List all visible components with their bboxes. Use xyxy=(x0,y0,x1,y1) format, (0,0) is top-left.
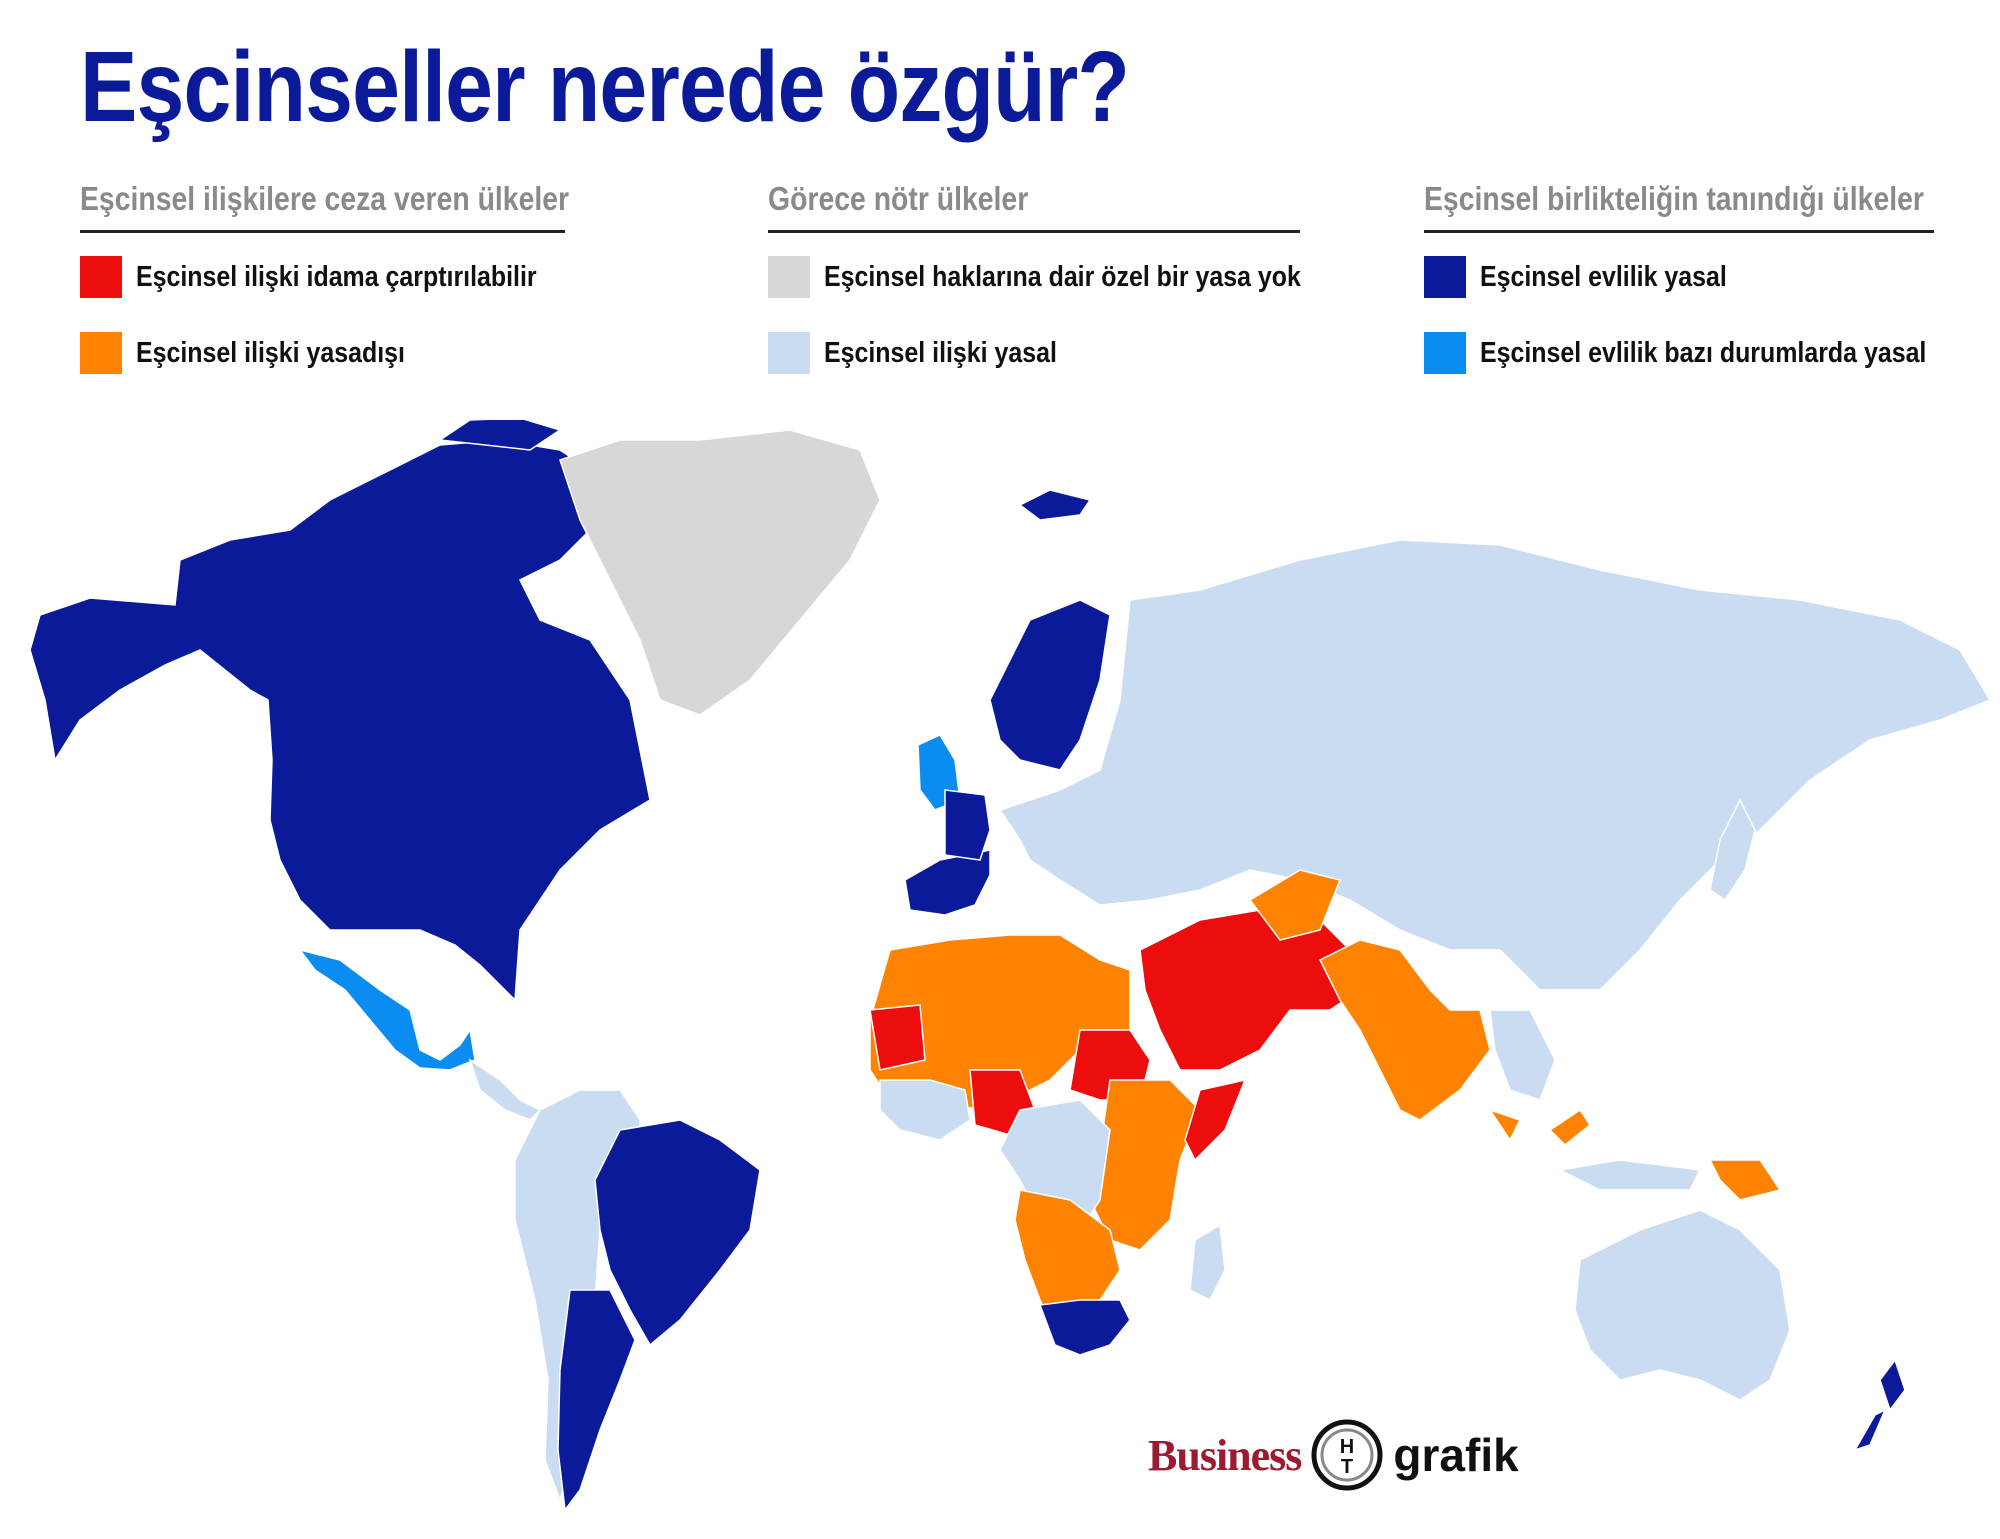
legend-heading-neutral: Görece nötr ülkeler xyxy=(768,180,1029,217)
page-title: Eşcinseller nerede özgür? xyxy=(80,31,1130,143)
legend-item-legal: Eşcinsel ilişki yasal xyxy=(768,332,1095,374)
region-new-zealand xyxy=(1853,1358,1906,1452)
brand-logo: Business H T grafik xyxy=(1148,1415,1519,1495)
legend-swatch-marriage-partial xyxy=(1424,332,1466,374)
region-southeast-asia xyxy=(1489,1009,1702,1191)
brand-business: Business xyxy=(1148,1430,1302,1480)
svg-text:T: T xyxy=(1341,1456,1353,1478)
legend-item-marriage-partial: Eşcinsel evlilik bazı durumlarda yasal xyxy=(1424,332,1999,374)
brand-grafik: grafik xyxy=(1393,1429,1519,1481)
legend-item-no-law: Eşcinsel haklarına dair özel bir yasa yo… xyxy=(768,256,1379,298)
legend-divider xyxy=(1424,230,1934,233)
legend-group-punishing: Eşcinsel ilişkilere ceza veren ülkeler E… xyxy=(80,180,570,380)
legend-item-death-penalty: Eşcinsel ilişki idama çarptırılabilir xyxy=(80,256,602,298)
legend-label-marriage-legal: Eşcinsel evlilik yasal xyxy=(1480,260,1727,293)
legend-label-marriage-partial: Eşcinsel evlilik bazı durumlarda yasal xyxy=(1480,336,1927,369)
region-australia xyxy=(1574,1209,1791,1401)
region-middle-east xyxy=(1139,909,1361,1071)
legend-label-legal: Eşcinsel ilişki yasal xyxy=(824,336,1057,369)
region-south-asia xyxy=(1248,869,1491,1121)
legend-item-illegal: Eşcinsel ilişki yasadışı xyxy=(80,332,449,374)
region-madagascar xyxy=(1189,1223,1226,1302)
legend-group-neutral: Görece nötr ülkeler Eşcinsel haklarına d… xyxy=(768,180,1301,380)
legend-item-marriage-legal: Eşcinsel evlilik yasal xyxy=(1424,256,1767,298)
region-somalia xyxy=(1184,1078,1247,1162)
region-eurasia xyxy=(998,539,1992,991)
region-south-africa xyxy=(1038,1299,1131,1356)
svg-text:H: H xyxy=(1340,1436,1354,1458)
legend-swatch-no-law xyxy=(768,256,810,298)
region-greenland xyxy=(559,429,881,716)
region-western-europe-scandinavia xyxy=(904,489,1111,916)
legend-heading-recognized: Eşcinsel birlikteliğin tanındığı ülkeler xyxy=(1424,180,1924,217)
region-brazil xyxy=(594,1119,761,1347)
legend-swatch-death-penalty xyxy=(80,256,122,298)
world-map xyxy=(29,420,1992,1512)
region-argentina-chile xyxy=(557,1289,636,1512)
region-japan xyxy=(1709,798,1756,902)
region-indonesia-png xyxy=(1488,1108,1782,1201)
region-mexico xyxy=(298,948,476,1071)
region-canada-usa xyxy=(29,420,651,1002)
legend-label-no-law: Eşcinsel haklarına dair özel bir yasa yo… xyxy=(824,260,1301,293)
legend-swatch-illegal xyxy=(80,332,122,374)
region-east-africa xyxy=(1089,1079,1201,1251)
legend-label-death-penalty: Eşcinsel ilişki idama çarptırılabilir xyxy=(136,260,537,293)
region-central-america xyxy=(468,1058,542,1121)
region-west-africa xyxy=(879,1079,971,1141)
legend-swatch-marriage-legal xyxy=(1424,256,1466,298)
ht-logo-icon: H T xyxy=(1311,1419,1383,1491)
legend-heading-punishing: Eşcinsel ilişkilere ceza veren ülkeler xyxy=(80,180,570,217)
legend-swatch-legal xyxy=(768,332,810,374)
legend-divider xyxy=(768,230,1300,233)
legend-group-recognized: Eşcinsel birlikteliğin tanındığı ülkeler… xyxy=(1424,180,1934,380)
legend-divider xyxy=(80,230,565,233)
legend-label-illegal: Eşcinsel ilişki yasadışı xyxy=(136,336,405,369)
